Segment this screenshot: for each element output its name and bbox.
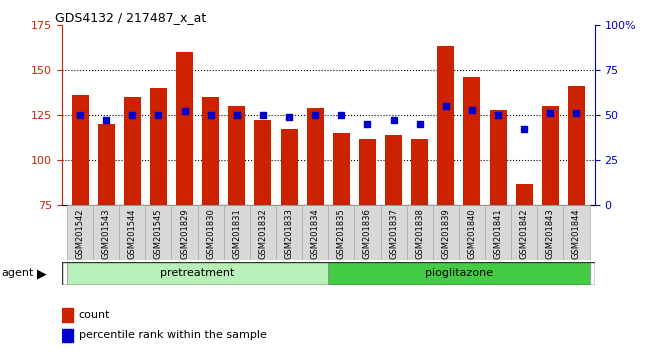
Text: GSM201834: GSM201834 xyxy=(311,208,320,259)
Text: GSM201839: GSM201839 xyxy=(441,208,450,259)
Bar xyxy=(511,205,538,260)
Bar xyxy=(254,120,272,341)
Bar xyxy=(119,205,146,260)
Point xyxy=(75,112,85,118)
Point xyxy=(101,118,111,123)
Bar xyxy=(93,205,119,260)
Bar xyxy=(198,205,224,260)
Point xyxy=(153,112,164,118)
Point xyxy=(493,112,503,118)
Point xyxy=(467,107,477,113)
Text: GSM201838: GSM201838 xyxy=(415,208,424,259)
Bar xyxy=(176,52,193,341)
Point xyxy=(284,114,294,120)
Bar xyxy=(542,106,559,341)
Bar xyxy=(124,97,141,341)
Text: GDS4132 / 217487_x_at: GDS4132 / 217487_x_at xyxy=(55,11,207,24)
Bar xyxy=(354,205,380,260)
Point xyxy=(336,112,346,118)
Point xyxy=(519,127,529,132)
Text: GSM201544: GSM201544 xyxy=(128,208,136,258)
Point xyxy=(179,109,190,114)
Bar xyxy=(67,262,328,285)
Text: GSM201842: GSM201842 xyxy=(520,208,528,259)
Text: GSM201830: GSM201830 xyxy=(206,208,215,259)
Text: GSM201835: GSM201835 xyxy=(337,208,346,259)
Bar xyxy=(564,205,590,260)
Text: GSM201841: GSM201841 xyxy=(493,208,502,259)
Bar xyxy=(433,205,459,260)
Bar xyxy=(515,184,533,341)
Bar xyxy=(281,130,298,341)
Text: GSM201543: GSM201543 xyxy=(101,208,111,259)
Point xyxy=(127,112,138,118)
Bar xyxy=(328,262,590,285)
Text: GSM201844: GSM201844 xyxy=(572,208,581,259)
Bar xyxy=(380,205,407,260)
Bar xyxy=(538,205,564,260)
Bar xyxy=(463,77,480,341)
Bar xyxy=(98,124,114,341)
Bar xyxy=(250,205,276,260)
Point xyxy=(545,110,556,116)
Bar xyxy=(411,138,428,341)
Text: GSM201545: GSM201545 xyxy=(154,208,163,258)
Point xyxy=(415,121,425,127)
Point xyxy=(388,118,398,123)
Point xyxy=(205,112,216,118)
Bar xyxy=(333,133,350,341)
Text: GSM201837: GSM201837 xyxy=(389,208,398,259)
Text: GSM201840: GSM201840 xyxy=(467,208,476,259)
Text: percentile rank within the sample: percentile rank within the sample xyxy=(79,330,266,341)
Text: GSM201833: GSM201833 xyxy=(285,208,294,259)
Point xyxy=(362,121,372,127)
Text: GSM201831: GSM201831 xyxy=(232,208,241,259)
Text: pioglitazone: pioglitazone xyxy=(425,268,493,279)
Point xyxy=(310,112,320,118)
Bar xyxy=(568,86,585,341)
Bar xyxy=(276,205,302,260)
Point xyxy=(571,110,582,116)
Text: GSM201836: GSM201836 xyxy=(363,208,372,259)
Point xyxy=(441,103,451,109)
Bar xyxy=(172,205,198,260)
Bar xyxy=(328,205,354,260)
Bar xyxy=(385,135,402,341)
Bar xyxy=(359,138,376,341)
Text: pretreatment: pretreatment xyxy=(161,268,235,279)
Text: GSM201542: GSM201542 xyxy=(75,208,84,258)
Bar xyxy=(62,329,73,342)
Bar xyxy=(489,110,506,341)
Point xyxy=(258,112,268,118)
Bar xyxy=(150,88,167,341)
Text: ▶: ▶ xyxy=(37,267,47,280)
Bar xyxy=(437,46,454,341)
Bar xyxy=(485,205,511,260)
Point xyxy=(231,112,242,118)
Bar xyxy=(459,205,485,260)
Text: GSM201843: GSM201843 xyxy=(546,208,555,259)
Bar xyxy=(307,108,324,341)
Bar xyxy=(67,205,93,260)
Bar xyxy=(146,205,172,260)
Bar xyxy=(224,205,250,260)
Text: agent: agent xyxy=(1,268,34,279)
Bar xyxy=(202,97,219,341)
Bar xyxy=(407,205,433,260)
Text: GSM201832: GSM201832 xyxy=(259,208,267,259)
Text: GSM201829: GSM201829 xyxy=(180,208,189,259)
Bar xyxy=(302,205,328,260)
Bar xyxy=(228,106,245,341)
Bar xyxy=(72,95,88,341)
Text: count: count xyxy=(79,310,110,320)
Bar xyxy=(62,308,73,321)
